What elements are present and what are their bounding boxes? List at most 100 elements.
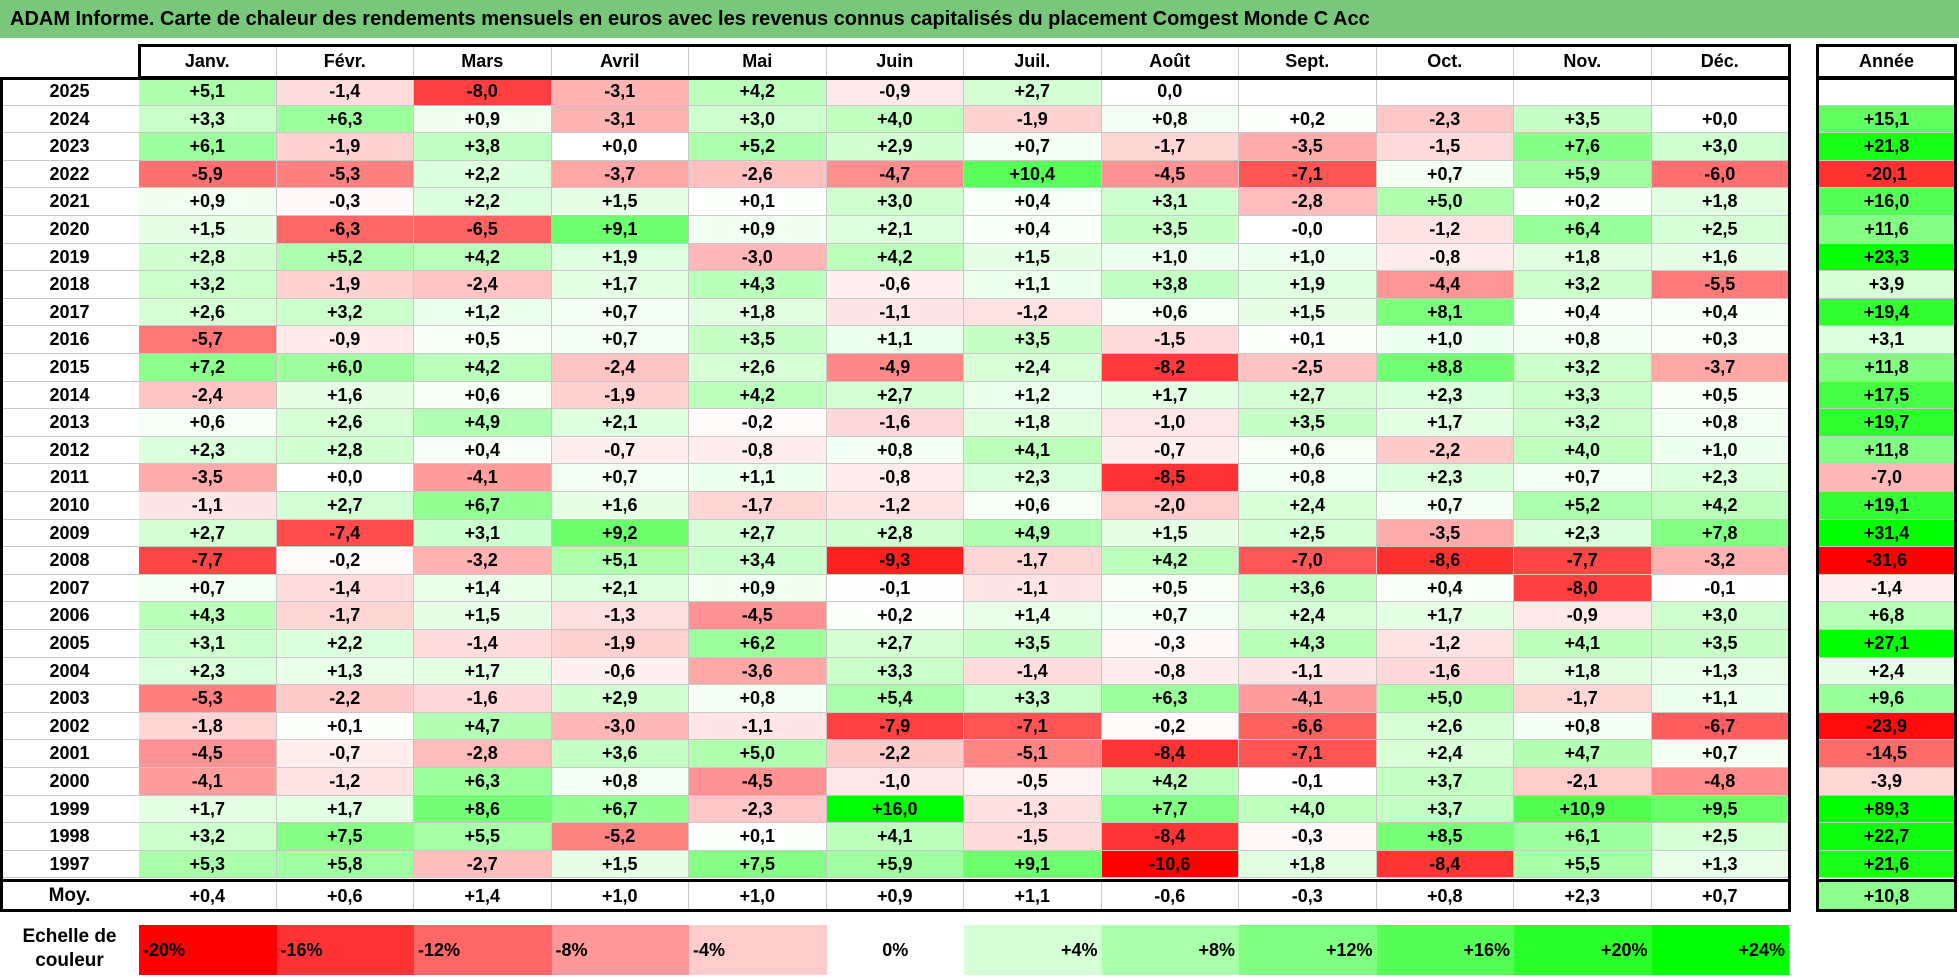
annual-cell: +16,0 bbox=[1818, 188, 1956, 216]
heatmap-cell: -0,9 bbox=[1514, 602, 1652, 630]
heatmap-cell: +0,4 bbox=[964, 188, 1102, 216]
heatmap-cell: +2,3 bbox=[139, 436, 277, 465]
heatmap-cell: -2,3 bbox=[1376, 105, 1514, 134]
heatmap-cell: -3,1 bbox=[551, 78, 689, 106]
heatmap-cell: +0,7 bbox=[1376, 492, 1514, 520]
heatmap-cell: -1,7 bbox=[689, 492, 827, 520]
color-scale-label: Echelle de couleur bbox=[22, 926, 117, 971]
heatmap-cell: -7,1 bbox=[964, 712, 1102, 741]
heatmap-cell: +2,9 bbox=[826, 133, 964, 161]
heatmap-cell: +0,4 bbox=[414, 436, 552, 465]
heatmap-cell: +0,1 bbox=[689, 188, 827, 216]
heatmap-cell: -1,1 bbox=[1239, 657, 1377, 686]
heatmap-cell: -1,2 bbox=[276, 768, 414, 796]
row-year-label: 2007 bbox=[0, 574, 139, 603]
heatmap-cell: +1,6 bbox=[551, 492, 689, 520]
heatmap-cell: -6,3 bbox=[276, 216, 414, 244]
heatmap-cell: +2,1 bbox=[551, 409, 689, 437]
heatmap-cell: -4,8 bbox=[1651, 768, 1789, 796]
heatmap-cell: +5,0 bbox=[1376, 188, 1514, 216]
heatmap-cell: -8,6 bbox=[1376, 547, 1514, 575]
heatmap-cell: +2,4 bbox=[1239, 492, 1377, 520]
heatmap-cell: +4,1 bbox=[826, 823, 964, 851]
heatmap-cell: +5,0 bbox=[689, 740, 827, 768]
heatmap-cell: -1,4 bbox=[964, 657, 1102, 686]
heatmap-cell: +10,9 bbox=[1514, 795, 1652, 824]
heatmap-cell: +6,7 bbox=[551, 795, 689, 824]
heatmap-cell: -1,2 bbox=[1376, 630, 1514, 658]
heatmap-cell: +5,5 bbox=[1514, 850, 1652, 879]
annual-cell: +21,6 bbox=[1818, 850, 1956, 879]
heatmap-cell: +3,7 bbox=[1376, 795, 1514, 824]
heatmap-cell: -1,9 bbox=[551, 381, 689, 410]
heatmap-cell: +6,2 bbox=[689, 630, 827, 658]
heatmap-cell: +5,3 bbox=[139, 850, 277, 879]
heatmap-cell: -3,5 bbox=[1376, 519, 1514, 548]
row-year-label: 2019 bbox=[0, 243, 139, 272]
annual-cell: -23,9 bbox=[1818, 712, 1956, 741]
heatmap-cell: -2,4 bbox=[551, 354, 689, 382]
heatmap-cell: -3,6 bbox=[689, 657, 827, 686]
heatmap-cell: +8,1 bbox=[1376, 298, 1514, 327]
heatmap-cell: +4,3 bbox=[139, 602, 277, 630]
heatmap-cell: +4,2 bbox=[1101, 768, 1239, 796]
heatmap-cell: -0,9 bbox=[826, 78, 964, 106]
annual-cell: +2,4 bbox=[1818, 657, 1956, 686]
heatmap-cell: +1,3 bbox=[1651, 850, 1789, 879]
column-header: Sept. bbox=[1239, 45, 1377, 78]
annual-cell: +89,3 bbox=[1818, 795, 1956, 824]
heatmap-cell: +1,8 bbox=[1514, 243, 1652, 272]
heatmap-cell: +0,8 bbox=[826, 436, 964, 465]
heatmap-cell: +0,8 bbox=[1514, 712, 1652, 741]
row-year-label: 2017 bbox=[0, 298, 139, 327]
heatmap-cell: +1,8 bbox=[689, 298, 827, 327]
annual-cell: +23,3 bbox=[1818, 243, 1956, 272]
heatmap-cell: +0,4 bbox=[1514, 298, 1652, 327]
row-year-label: 2004 bbox=[0, 657, 139, 686]
annual-cell: +9,6 bbox=[1818, 685, 1956, 713]
annual-cell: -20,1 bbox=[1818, 160, 1956, 189]
heatmap-cell: -8,2 bbox=[1101, 354, 1239, 382]
heatmap-cell: +3,2 bbox=[139, 823, 277, 851]
heatmap-cell: +3,3 bbox=[964, 685, 1102, 713]
annual-cell: +11,6 bbox=[1818, 216, 1956, 244]
annual-cell: -31,6 bbox=[1818, 547, 1956, 575]
annual-cell: +19,1 bbox=[1818, 492, 1956, 520]
heatmap-cell: +0,2 bbox=[1514, 188, 1652, 216]
heatmap-cell: -7,0 bbox=[1239, 547, 1377, 575]
heatmap-cell: -2,4 bbox=[414, 271, 552, 299]
heatmap-cell: +1,0 bbox=[1651, 436, 1789, 465]
column-header: Nov. bbox=[1514, 45, 1652, 78]
heatmap-cell: +7,2 bbox=[139, 354, 277, 382]
heatmap-cell: +3,2 bbox=[1514, 354, 1652, 382]
heatmap-cell: +5,8 bbox=[276, 850, 414, 879]
heatmap-cell: -1,3 bbox=[964, 795, 1102, 824]
heatmap-cell: +0,7 bbox=[551, 298, 689, 327]
heatmap-cell: +4,1 bbox=[964, 436, 1102, 465]
heatmap-cell: +4,2 bbox=[689, 78, 827, 106]
heatmap-cell: -2,3 bbox=[689, 795, 827, 824]
heatmap-cell: -3,2 bbox=[414, 547, 552, 575]
heatmap-cell: +4,2 bbox=[414, 243, 552, 272]
heatmap-cell: -0,1 bbox=[1651, 574, 1789, 603]
heatmap-cell: -2,7 bbox=[414, 850, 552, 879]
heatmap-cell: +2,2 bbox=[414, 160, 552, 189]
heatmap-cell: +2,6 bbox=[276, 409, 414, 437]
heatmap-cell: +3,8 bbox=[414, 133, 552, 161]
heatmap-cell: +3,4 bbox=[689, 547, 827, 575]
heatmap-cell: +0,9 bbox=[414, 105, 552, 134]
heatmap-cell: +3,3 bbox=[826, 657, 964, 686]
heatmap-cell: +4,9 bbox=[964, 519, 1102, 548]
row-year-label: 2015 bbox=[0, 354, 139, 382]
average-cell: +0,4 bbox=[139, 881, 277, 912]
heatmap-cell: -0,3 bbox=[1101, 630, 1239, 658]
heatmap-cell: -1,1 bbox=[139, 492, 277, 520]
heatmap-cell: +3,5 bbox=[1101, 216, 1239, 244]
heatmap-cell: +1,3 bbox=[1651, 657, 1789, 686]
heatmap-cell: +2,7 bbox=[826, 630, 964, 658]
annual-cell: +19,7 bbox=[1818, 409, 1956, 437]
heatmap-cell: +1,8 bbox=[1514, 657, 1652, 686]
heatmap-cell: +3,6 bbox=[1239, 574, 1377, 603]
heatmap-cell: +1,5 bbox=[964, 243, 1102, 272]
heatmap-cell: +2,3 bbox=[1376, 381, 1514, 410]
